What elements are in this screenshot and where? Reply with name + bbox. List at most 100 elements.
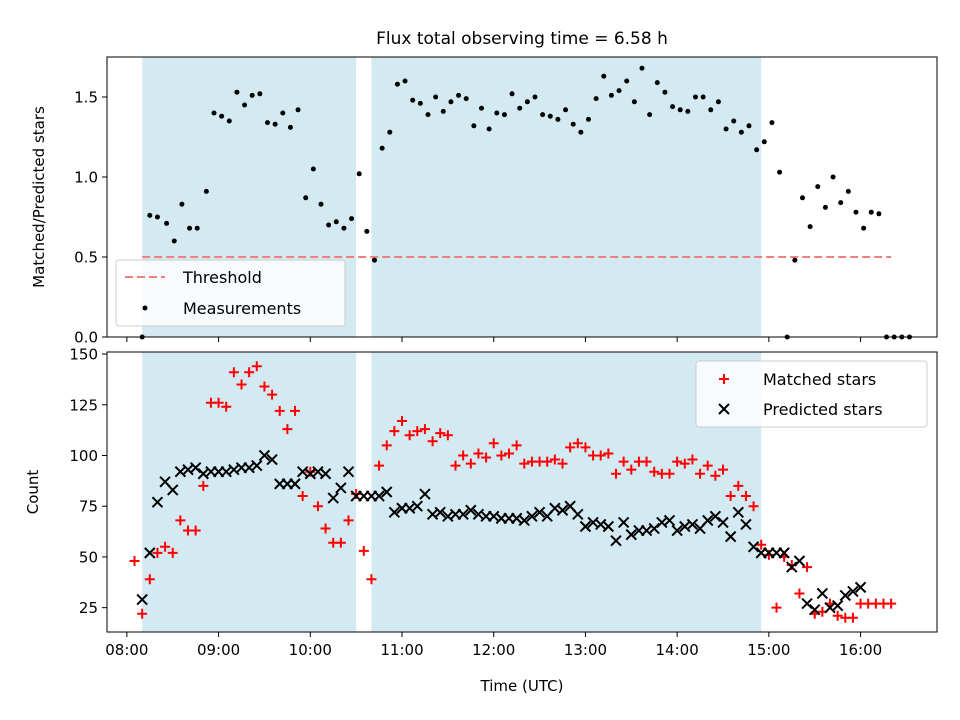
predicted-star-point (625, 528, 637, 541)
measurement-point (249, 92, 255, 98)
measurement-point (242, 102, 248, 108)
ratio-y-axis: 0.0 0.5 1.0 1.5 (74, 89, 107, 347)
measurement-point (799, 195, 805, 201)
count-x-axis: 08:00 09:00 10:00 11:00 12:00 13:00 14:00 15:00… (105, 632, 882, 659)
measurement-point (524, 99, 530, 105)
matched-star-point (740, 491, 751, 502)
x-tick-label: 08:00 (105, 641, 148, 659)
predicted-star-point (167, 484, 179, 496)
predicted-star-point (373, 490, 385, 502)
matched-star-point (771, 602, 782, 613)
matched-star-point (198, 480, 209, 491)
matched-star-point (404, 430, 415, 441)
ratio-legend: Threshold Measurements (115, 259, 346, 327)
y-tick-label: 0.0 (74, 329, 98, 347)
predicted-star-point (388, 506, 401, 518)
matched-star-point (358, 545, 369, 556)
measurement-point (425, 112, 431, 118)
predicted-star-point (572, 508, 584, 521)
matched-star-point (488, 438, 499, 449)
x-tick-label: 15:00 (747, 641, 790, 659)
measurement-point (738, 129, 744, 135)
matched-star-point (282, 424, 293, 435)
observing-window-band (142, 352, 357, 632)
measurement-point (171, 238, 177, 244)
matched-star-point (213, 397, 224, 408)
matched-star-point (618, 456, 629, 467)
matched-star-point (603, 448, 614, 459)
measurement-point (234, 89, 240, 95)
matched-star-point (572, 438, 583, 449)
matched-star-point (381, 440, 392, 451)
measurement-point (853, 209, 859, 215)
matched-star-point (412, 426, 423, 437)
legend-matched-label: Matched stars (763, 370, 876, 389)
measurement-point (845, 188, 851, 194)
measurement-point (547, 113, 553, 119)
predicted-star-point (419, 488, 431, 500)
y-tick-label: 1.5 (74, 89, 98, 107)
ratio-y-axis-label: Matched/Predicted stars (30, 106, 48, 288)
matched-star-point (389, 426, 400, 437)
count-panel-frame (106, 351, 938, 633)
predicted-star-point (266, 453, 278, 466)
measurement-point (333, 219, 339, 225)
measurement-point (456, 92, 462, 98)
predicted-star-point (793, 555, 806, 567)
measurement-point (478, 105, 484, 111)
measurement-point (654, 80, 660, 86)
predicted-star-point (579, 520, 592, 533)
measurement-point (746, 123, 752, 129)
predicted-star-point (831, 599, 844, 612)
predicted-star-point (556, 504, 569, 516)
y-tick-label: 50 (79, 548, 98, 566)
predicted-star-point (801, 597, 813, 610)
legend-measurements-swatch (142, 305, 148, 311)
ratio-legend-box (115, 259, 346, 327)
matched-star-point (802, 562, 813, 573)
predicted-star-point (533, 506, 546, 518)
matched-star-point (259, 381, 270, 392)
matched-star-point (343, 515, 354, 526)
matched-star-point (847, 612, 858, 623)
measurement-point (356, 171, 362, 177)
legend-predicted-label: Predicted stars (763, 400, 883, 419)
measurement-point (179, 201, 185, 207)
measurement-point (371, 257, 377, 263)
measurement-point (379, 145, 385, 151)
predicted-stars-points (136, 449, 867, 616)
predicted-star-point (434, 506, 446, 518)
measurement-point (708, 107, 714, 113)
measurement-point (670, 104, 676, 110)
count-legend: Matched stars Predicted stars (695, 360, 928, 428)
predicted-star-point (717, 516, 729, 529)
y-tick-label: 150 (69, 346, 98, 364)
predicted-star-point (151, 496, 164, 508)
predicted-star-point (251, 459, 263, 472)
measurement-point (164, 220, 170, 226)
measurement-point (563, 107, 569, 113)
measurement-point (754, 147, 760, 153)
measurement-point (318, 201, 324, 207)
matched-star-point (725, 491, 736, 502)
matched-star-point (419, 424, 430, 435)
measurement-point (876, 211, 882, 217)
predicted-star-point (702, 514, 714, 527)
predicted-star-point (854, 581, 867, 594)
matched-star-point (565, 442, 576, 453)
matched-star-point (144, 574, 155, 585)
y-tick-label: 75 (79, 498, 98, 516)
x-axis-label: Time (UTC) (480, 677, 564, 695)
x-marker (718, 403, 730, 415)
measurement-point (501, 112, 507, 118)
matched-star-point (175, 515, 186, 526)
measurement-point (815, 184, 821, 190)
matched-star-point (794, 588, 805, 599)
matched-star-point (702, 460, 713, 471)
matched-star-point (687, 454, 698, 465)
measurement-point (608, 92, 614, 98)
measurement-point (257, 91, 263, 97)
matched-star-point (557, 458, 568, 469)
measurement-point (211, 110, 217, 116)
matched-star-point (442, 430, 453, 441)
